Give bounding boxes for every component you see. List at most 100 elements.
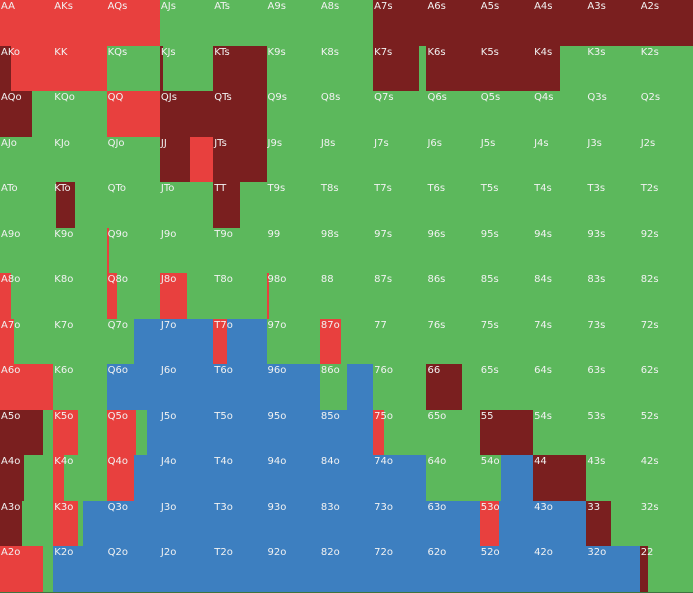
hand-cell-AJs[interactable]: AJs bbox=[159, 0, 215, 47]
hand-cell-T5o[interactable]: T5o bbox=[213, 409, 269, 457]
hand-cell-77[interactable]: 77 bbox=[373, 318, 429, 366]
hand-cell-K7o[interactable]: K7o bbox=[53, 318, 109, 366]
hand-cell-K5s[interactable]: K5s bbox=[479, 45, 535, 93]
hand-cell-J7o[interactable]: J7o bbox=[159, 318, 215, 366]
hand-cell-22[interactable]: 22 bbox=[639, 546, 693, 593]
hand-cell-44[interactable]: 44 bbox=[533, 455, 589, 503]
hand-cell-87o[interactable]: 87o bbox=[319, 318, 375, 366]
hand-cell-T4s[interactable]: T4s bbox=[533, 182, 589, 230]
hand-cell-K4o[interactable]: K4o bbox=[53, 455, 109, 503]
hand-cell-T2s[interactable]: T2s bbox=[639, 182, 693, 230]
hand-cell-Q2o[interactable]: Q2o bbox=[106, 546, 162, 593]
hand-cell-32s[interactable]: 32s bbox=[639, 500, 693, 548]
hand-cell-83s[interactable]: 83s bbox=[586, 273, 642, 321]
hand-cell-65o[interactable]: 65o bbox=[426, 409, 482, 457]
hand-cell-J2o[interactable]: J2o bbox=[159, 546, 215, 593]
hand-cell-AKs[interactable]: AKs bbox=[53, 0, 109, 47]
hand-cell-82o[interactable]: 82o bbox=[319, 546, 375, 593]
hand-cell-93s[interactable]: 93s bbox=[586, 227, 642, 275]
hand-cell-33[interactable]: 33 bbox=[586, 500, 642, 548]
hand-cell-Q3s[interactable]: Q3s bbox=[586, 91, 642, 139]
hand-cell-A2o[interactable]: A2o bbox=[0, 546, 55, 593]
hand-cell-KJo[interactable]: KJo bbox=[53, 136, 109, 184]
hand-cell-KTo[interactable]: KTo bbox=[53, 182, 109, 230]
hand-cell-J5o[interactable]: J5o bbox=[159, 409, 215, 457]
hand-cell-Q7o[interactable]: Q7o bbox=[106, 318, 162, 366]
hand-cell-K5o[interactable]: K5o bbox=[53, 409, 109, 457]
hand-cell-T3o[interactable]: T3o bbox=[213, 500, 269, 548]
hand-cell-T6s[interactable]: T6s bbox=[426, 182, 482, 230]
hand-cell-J2s[interactable]: J2s bbox=[639, 136, 693, 184]
hand-cell-Q2s[interactable]: Q2s bbox=[639, 91, 693, 139]
hand-cell-Q8o[interactable]: Q8o bbox=[106, 273, 162, 321]
hand-cell-T9o[interactable]: T9o bbox=[213, 227, 269, 275]
hand-cell-64o[interactable]: 64o bbox=[426, 455, 482, 503]
hand-cell-K3o[interactable]: K3o bbox=[53, 500, 109, 548]
hand-cell-A5o[interactable]: A5o bbox=[0, 409, 55, 457]
hand-cell-KQo[interactable]: KQo bbox=[53, 91, 109, 139]
hand-cell-A8s[interactable]: A8s bbox=[319, 0, 375, 47]
hand-cell-73o[interactable]: 73o bbox=[373, 500, 429, 548]
hand-cell-KJs[interactable]: KJs bbox=[159, 45, 215, 93]
hand-cell-JJ[interactable]: JJ bbox=[159, 136, 215, 184]
hand-cell-AJo[interactable]: AJo bbox=[0, 136, 55, 184]
hand-cell-K6o[interactable]: K6o bbox=[53, 364, 109, 412]
hand-cell-A7o[interactable]: A7o bbox=[0, 318, 55, 366]
hand-cell-T6o[interactable]: T6o bbox=[213, 364, 269, 412]
hand-cell-K3s[interactable]: K3s bbox=[586, 45, 642, 93]
hand-cell-76o[interactable]: 76o bbox=[373, 364, 429, 412]
hand-cell-93o[interactable]: 93o bbox=[266, 500, 322, 548]
hand-cell-43s[interactable]: 43s bbox=[586, 455, 642, 503]
hand-cell-84o[interactable]: 84o bbox=[319, 455, 375, 503]
hand-cell-AQo[interactable]: AQo bbox=[0, 91, 55, 139]
hand-cell-94s[interactable]: 94s bbox=[533, 227, 589, 275]
hand-cell-Q5s[interactable]: Q5s bbox=[479, 91, 535, 139]
hand-cell-A6s[interactable]: A6s bbox=[426, 0, 482, 47]
hand-cell-64s[interactable]: 64s bbox=[533, 364, 589, 412]
hand-cell-T3s[interactable]: T3s bbox=[586, 182, 642, 230]
hand-cell-A6o[interactable]: A6o bbox=[0, 364, 55, 412]
hand-cell-73s[interactable]: 73s bbox=[586, 318, 642, 366]
hand-cell-A9s[interactable]: A9s bbox=[266, 0, 322, 47]
hand-cell-K9o[interactable]: K9o bbox=[53, 227, 109, 275]
hand-cell-K2o[interactable]: K2o bbox=[53, 546, 109, 593]
hand-cell-86s[interactable]: 86s bbox=[426, 273, 482, 321]
hand-cell-32o[interactable]: 32o bbox=[586, 546, 642, 593]
hand-cell-55[interactable]: 55 bbox=[479, 409, 535, 457]
hand-cell-J4s[interactable]: J4s bbox=[533, 136, 589, 184]
hand-cell-53s[interactable]: 53s bbox=[586, 409, 642, 457]
hand-cell-JTo[interactable]: JTo bbox=[159, 182, 215, 230]
hand-cell-K8o[interactable]: K8o bbox=[53, 273, 109, 321]
hand-cell-QJs[interactable]: QJs bbox=[159, 91, 215, 139]
hand-cell-97s[interactable]: 97s bbox=[373, 227, 429, 275]
hand-cell-52s[interactable]: 52s bbox=[639, 409, 693, 457]
hand-cell-J8o[interactable]: J8o bbox=[159, 273, 215, 321]
hand-cell-42s[interactable]: 42s bbox=[639, 455, 693, 503]
hand-cell-A5s[interactable]: A5s bbox=[479, 0, 535, 47]
hand-cell-T9s[interactable]: T9s bbox=[266, 182, 322, 230]
hand-cell-A4o[interactable]: A4o bbox=[0, 455, 55, 503]
hand-cell-43o[interactable]: 43o bbox=[533, 500, 589, 548]
hand-cell-TT[interactable]: TT bbox=[213, 182, 269, 230]
hand-cell-J8s[interactable]: J8s bbox=[319, 136, 375, 184]
hand-cell-K2s[interactable]: K2s bbox=[639, 45, 693, 93]
hand-cell-AKo[interactable]: AKo bbox=[0, 45, 55, 93]
hand-cell-QQ[interactable]: QQ bbox=[106, 91, 162, 139]
hand-cell-K9s[interactable]: K9s bbox=[266, 45, 322, 93]
hand-cell-QJo[interactable]: QJo bbox=[106, 136, 162, 184]
hand-cell-76s[interactable]: 76s bbox=[426, 318, 482, 366]
hand-cell-KK[interactable]: KK bbox=[53, 45, 109, 93]
hand-cell-62s[interactable]: 62s bbox=[639, 364, 693, 412]
hand-cell-Q4o[interactable]: Q4o bbox=[106, 455, 162, 503]
hand-cell-54o[interactable]: 54o bbox=[479, 455, 535, 503]
hand-cell-92s[interactable]: 92s bbox=[639, 227, 693, 275]
hand-cell-J6s[interactable]: J6s bbox=[426, 136, 482, 184]
hand-cell-65s[interactable]: 65s bbox=[479, 364, 535, 412]
hand-cell-Q6s[interactable]: Q6s bbox=[426, 91, 482, 139]
hand-cell-A8o[interactable]: A8o bbox=[0, 273, 55, 321]
hand-cell-K6s[interactable]: K6s bbox=[426, 45, 482, 93]
hand-cell-88[interactable]: 88 bbox=[319, 273, 375, 321]
hand-cell-96s[interactable]: 96s bbox=[426, 227, 482, 275]
hand-cell-J7s[interactable]: J7s bbox=[373, 136, 429, 184]
hand-cell-T2o[interactable]: T2o bbox=[213, 546, 269, 593]
